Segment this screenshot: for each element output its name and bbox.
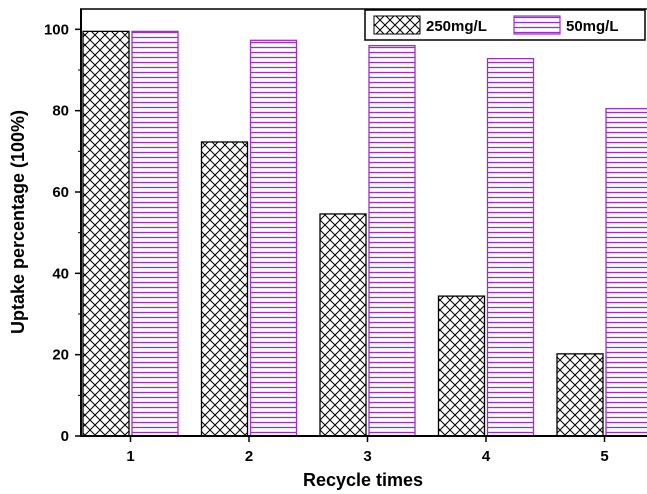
y-tick-label: 20 (52, 347, 69, 364)
bar-250mgl-1 (82, 30, 130, 437)
bar-50mgl-5 (605, 107, 647, 437)
x-tick-label: 4 (482, 448, 491, 465)
bar-250mgl-5 (556, 353, 604, 437)
legend-swatch-50mgL (513, 15, 561, 35)
x-tick-label: 5 (600, 448, 608, 465)
x-tick-label: 1 (126, 448, 134, 465)
legend-label-250mgL: 250mg/L (426, 18, 487, 35)
bar-250mgl-3 (319, 213, 367, 437)
y-tick-label: 40 (52, 265, 69, 282)
bar-250mgl-2 (200, 141, 249, 437)
bar-50mgl-2 (249, 39, 298, 437)
bar-50mgl-1 (131, 30, 179, 437)
y-tick-label: 100 (44, 21, 69, 38)
y-tick-label: 60 (52, 184, 69, 201)
x-tick-label: 2 (245, 448, 253, 465)
y-axis-title: Uptake percentage (100%) (8, 110, 28, 334)
legend-swatch-250mgL (373, 15, 421, 35)
x-axis-title: Recycle times (303, 470, 423, 490)
legend-label-50mgL: 50mg/L (566, 18, 619, 35)
y-tick-label: 0 (61, 428, 69, 445)
y-tick-label: 80 (52, 103, 69, 120)
bar-50mgl-3 (368, 44, 416, 437)
x-tick-label: 3 (363, 448, 371, 465)
legend: 250mg/L 50mg/L (364, 9, 646, 41)
bar-250mgl-4 (437, 295, 486, 437)
bar-50mgl-4 (486, 57, 535, 437)
